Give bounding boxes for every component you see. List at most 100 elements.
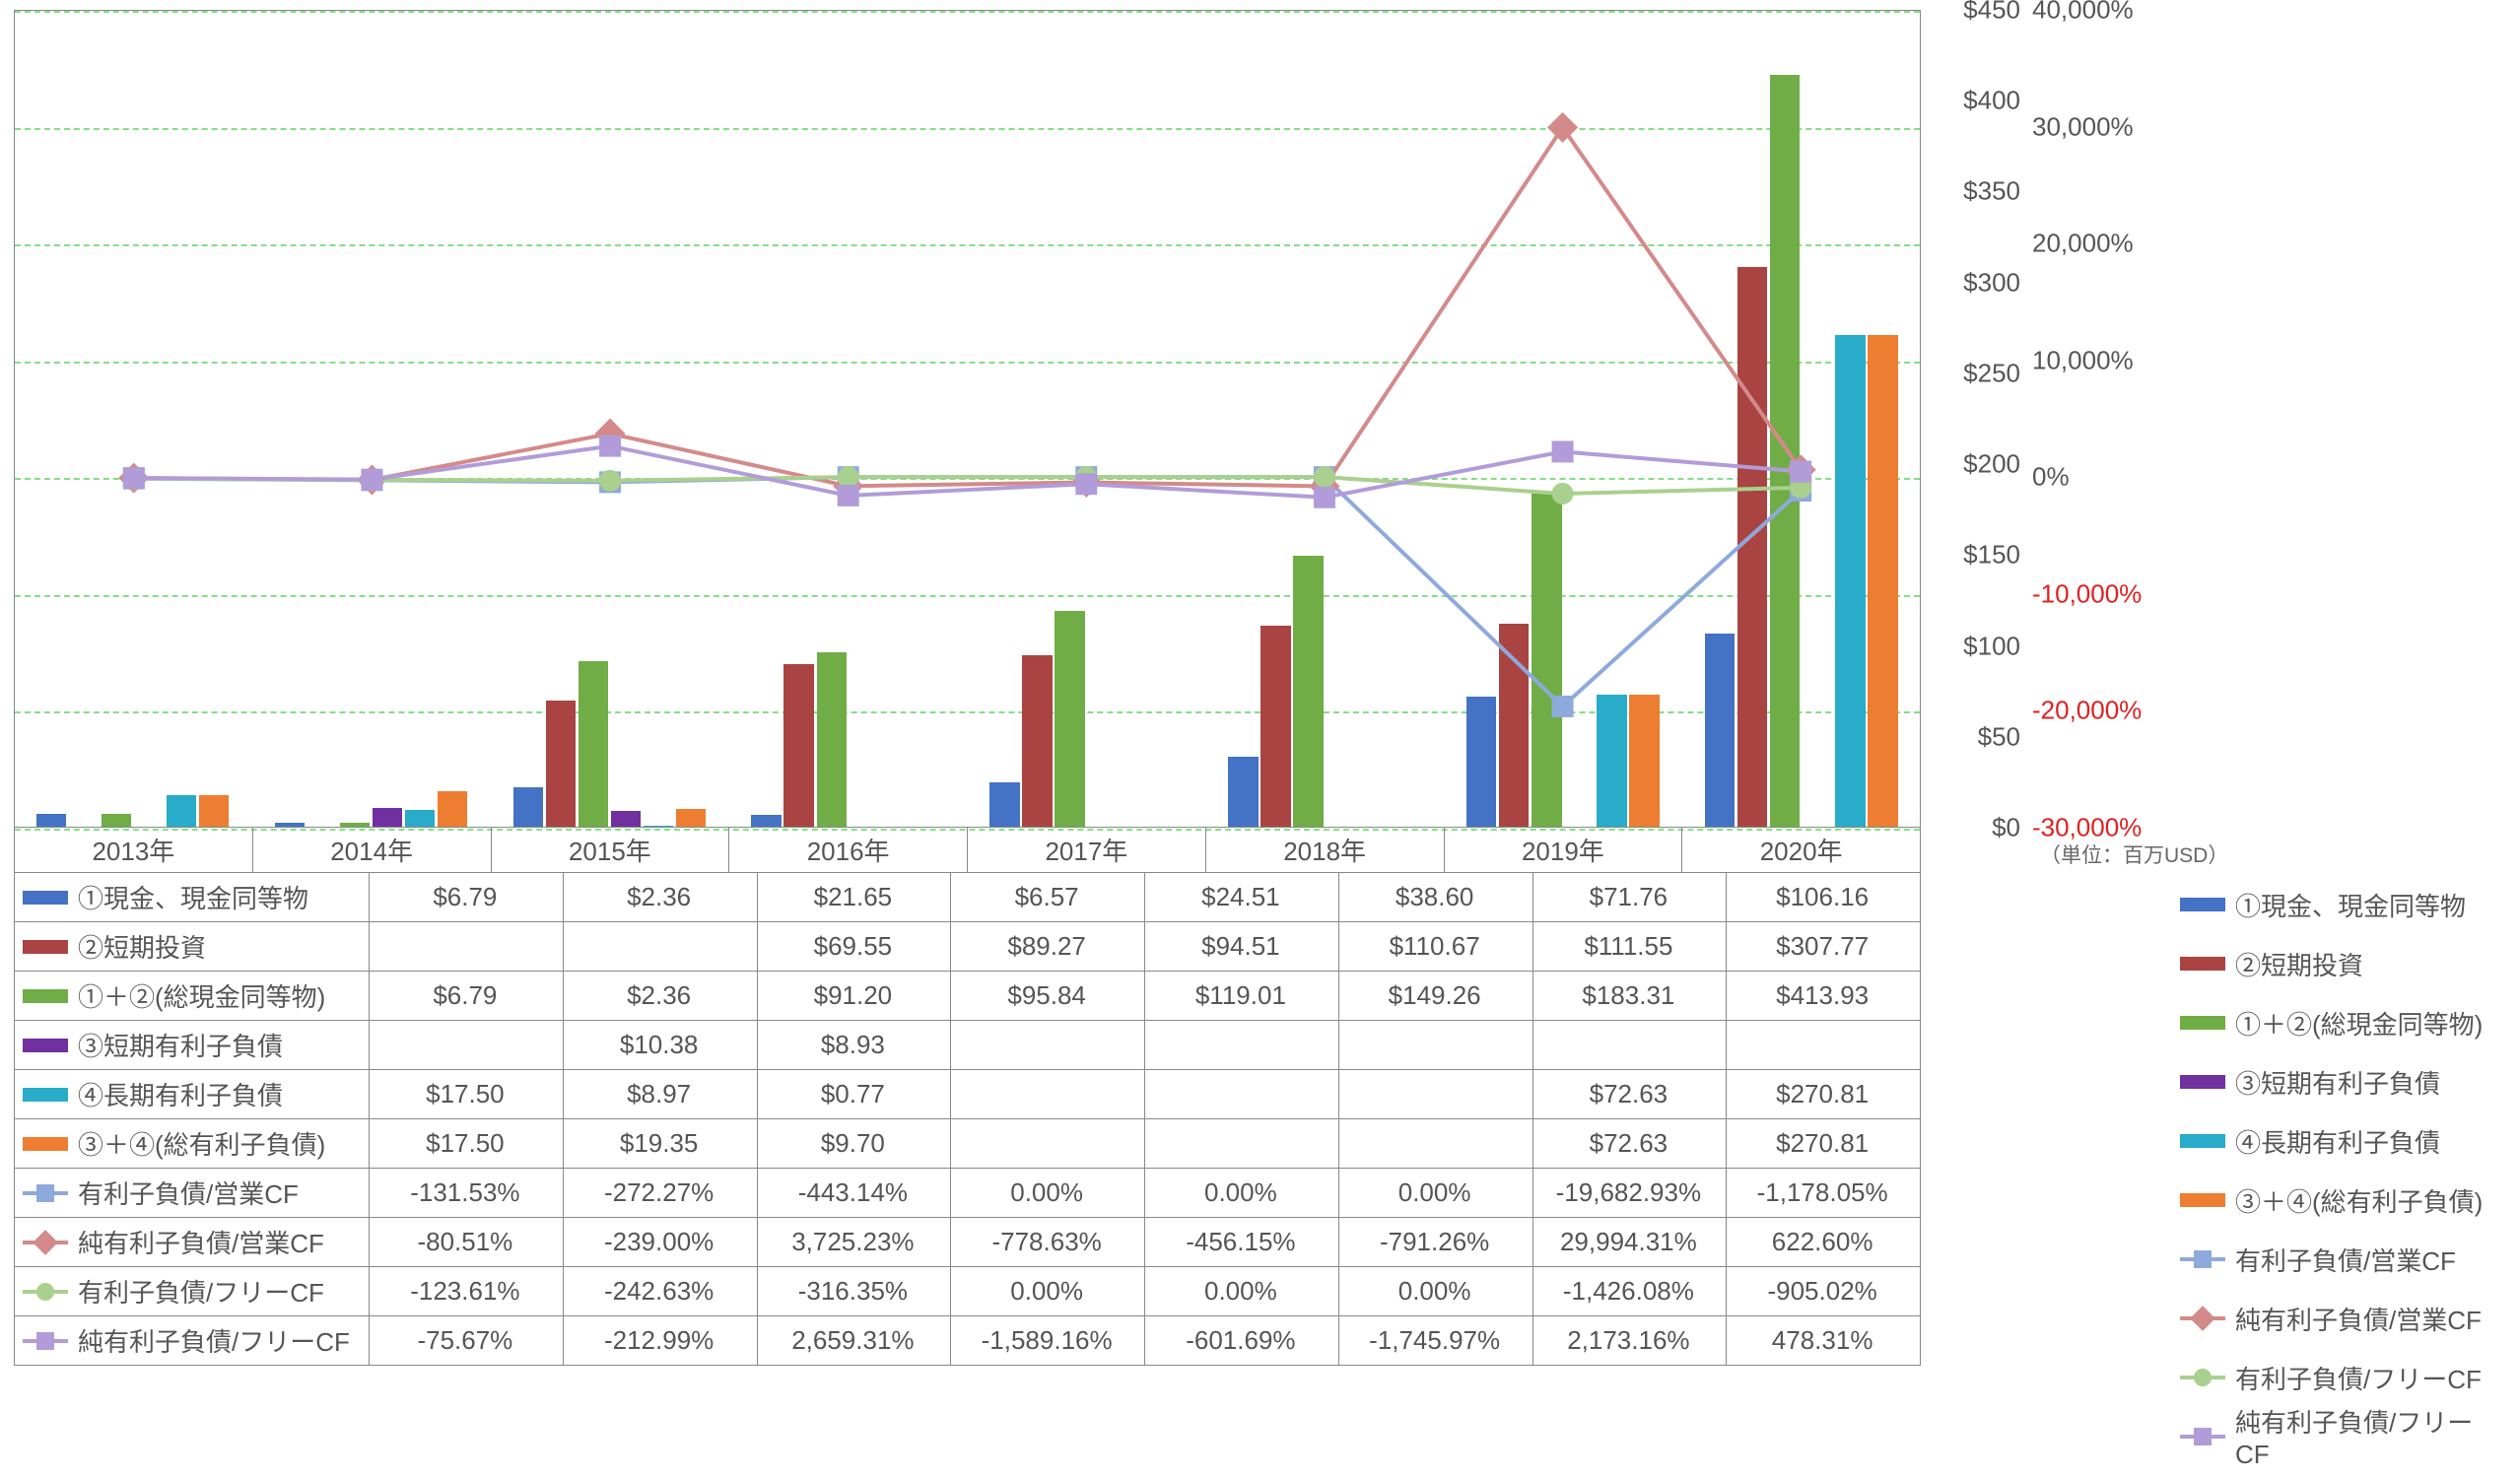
x-category: 2017年 <box>968 828 1206 873</box>
table-row-head: 有利子負債/営業CF <box>15 1169 370 1218</box>
table-cell: -1,426.08% <box>1533 1267 1728 1316</box>
table-cell: $89.27 <box>951 922 1145 972</box>
bar-swatch-st_debt <box>2180 1075 2225 1089</box>
legend-item: ①＋②(総現金同等物) <box>2180 993 2505 1052</box>
table-row-head: ④長期有利子負債 <box>15 1070 370 1119</box>
bar-swatch-cash <box>2180 898 2225 911</box>
bar-swatch-st_debt <box>23 1039 68 1052</box>
marker-netdebt_fcf <box>1315 488 1334 507</box>
table-row: 純有利子負債/営業CF-80.51%-239.00%3,725.23%-778.… <box>15 1218 1921 1267</box>
table-cell: 0.00% <box>951 1267 1145 1316</box>
y1-tick-label: $350 <box>1963 176 2020 207</box>
bar-swatch-lt_debt <box>23 1088 68 1102</box>
table-row: ①現金、現金同等物$6.79$2.36$21.65$6.57$24.51$38.… <box>15 873 1921 922</box>
legend-label: 純有利子負債/フリーCF <box>2235 1403 2505 1470</box>
y2-tick-label: -10,000% <box>2032 578 2142 609</box>
table-cell: $17.50 <box>370 1119 564 1169</box>
table-cell: $0.77 <box>758 1070 952 1119</box>
table-cell <box>1339 1119 1533 1169</box>
table-cell <box>370 922 564 972</box>
table-cell <box>951 1070 1145 1119</box>
table-cell: $6.79 <box>370 873 564 922</box>
table-cell: $38.60 <box>1339 873 1533 922</box>
table-cell: $69.55 <box>758 922 952 972</box>
y2-tick-label: -20,000% <box>2032 696 2142 726</box>
legend-item: ①現金、現金同等物 <box>2180 875 2505 934</box>
table-row-head: 有利子負債/フリーCF <box>15 1267 370 1316</box>
table-cell: 29,994.31% <box>1533 1218 1728 1267</box>
y1-tick-label: $400 <box>1963 86 2020 116</box>
bar-swatch-st_inv <box>2180 957 2225 971</box>
table-cell: -791.26% <box>1339 1218 1533 1267</box>
y2-tick-label: 30,000% <box>2032 111 2134 142</box>
table-cell <box>1145 1070 1339 1119</box>
table-cell <box>1727 1021 1921 1070</box>
marker-debt_fcf <box>1553 484 1573 504</box>
table-cell: $183.31 <box>1533 972 1728 1021</box>
table-row-head: ②短期投資 <box>15 922 370 972</box>
table-cell: $8.93 <box>758 1021 952 1070</box>
table-cell: -601.69% <box>1145 1316 1339 1366</box>
line-debt_ocf <box>134 477 1801 706</box>
marker-debt_ocf <box>1553 697 1573 716</box>
legend-label: ④長期有利子負債 <box>2235 1123 2440 1160</box>
table-row: ②短期投資 $69.55$89.27$94.51$110.67$111.55$30… <box>15 922 1921 972</box>
line-swatch-debt_fcf <box>2180 1376 2225 1379</box>
table-cell: $270.81 <box>1727 1070 1921 1119</box>
legend-item: ③＋④(総有利子負債) <box>2180 1171 2505 1230</box>
table-cell: $94.51 <box>1145 922 1339 972</box>
table-cell: $72.63 <box>1533 1119 1728 1169</box>
marker-netdebt_fcf <box>600 437 620 456</box>
x-category: 2014年 <box>253 828 492 873</box>
marker-netdebt_ocf <box>1548 113 1576 141</box>
y1-tick-label: $150 <box>1963 540 2020 571</box>
table-cell: $106.16 <box>1727 873 1921 922</box>
table-row: 有利子負債/フリーCF -123.61%-242.63%-316.35%0.00%… <box>15 1267 1921 1316</box>
table-cell: $9.70 <box>758 1119 952 1169</box>
legend-label: ②短期投資 <box>2235 946 2363 982</box>
legend-item: 純有利子負債/フリーCF <box>2180 1407 2505 1466</box>
table-cell: -1,178.05% <box>1727 1169 1921 1218</box>
table-cell: $110.67 <box>1339 922 1533 972</box>
table-row-head: 純有利子負債/営業CF <box>15 1218 370 1267</box>
series-label: 純有利子負債/フリーCF <box>78 1322 350 1359</box>
table-cell: $307.77 <box>1727 922 1921 972</box>
table-cell: -123.61% <box>370 1267 564 1316</box>
y2-tick-label: -30,000% <box>2032 813 2142 843</box>
table-cell: -212.99% <box>564 1316 758 1366</box>
table-cell: 0.00% <box>951 1169 1145 1218</box>
x-category: 2016年 <box>729 828 968 873</box>
table-cell: -443.14% <box>758 1169 952 1218</box>
marker-netdebt_fcf <box>124 468 144 488</box>
marker-debt_fcf <box>600 471 620 491</box>
table-cell: $111.55 <box>1533 922 1728 972</box>
bar-swatch-lt_debt <box>2180 1134 2225 1148</box>
marker-netdebt_fcf <box>1076 474 1096 494</box>
bar-swatch-cash_plus <box>23 989 68 1003</box>
table-cell <box>370 1021 564 1070</box>
table-cell: 3,725.23% <box>758 1218 952 1267</box>
y1-tick-label: $50 <box>1978 721 2020 752</box>
series-label: 純有利子負債/営業CF <box>78 1224 324 1260</box>
table-cell: -242.63% <box>564 1267 758 1316</box>
legend-label: 有利子負債/フリーCF <box>2235 1360 2482 1396</box>
table-cell: 622.60% <box>1727 1218 1921 1267</box>
table-cell: $2.36 <box>564 972 758 1021</box>
table-cell: -75.67% <box>370 1316 564 1366</box>
marker-netdebt_fcf <box>362 470 381 490</box>
table-cell: -316.35% <box>758 1267 952 1316</box>
line-swatch-netdebt_fcf <box>23 1339 68 1343</box>
table-cell: 2,173.16% <box>1533 1316 1728 1366</box>
table-cell: -778.63% <box>951 1218 1145 1267</box>
table-cell: $149.26 <box>1339 972 1533 1021</box>
legend-label: ③＋④(総有利子負債) <box>2235 1182 2483 1219</box>
x-category: 2020年 <box>1682 828 1921 873</box>
series-label: ③＋④(総有利子負債) <box>78 1125 325 1162</box>
legend-label: 有利子負債/営業CF <box>2235 1242 2456 1278</box>
table-cell: $71.76 <box>1533 873 1728 922</box>
data-table: ①現金、現金同等物$6.79$2.36$21.65$6.57$24.51$38.… <box>14 873 1921 1366</box>
chart-y2-axis-labels: -30,000%-20,000%-10,000%0%10,000%20,000%… <box>2032 0 2180 828</box>
series-label: 有利子負債/フリーCF <box>78 1273 324 1310</box>
y1-tick-label: $0 <box>1992 813 2020 843</box>
chart-x-axis: 2013年2014年2015年2016年2017年2018年2019年2020年 <box>14 828 1921 873</box>
